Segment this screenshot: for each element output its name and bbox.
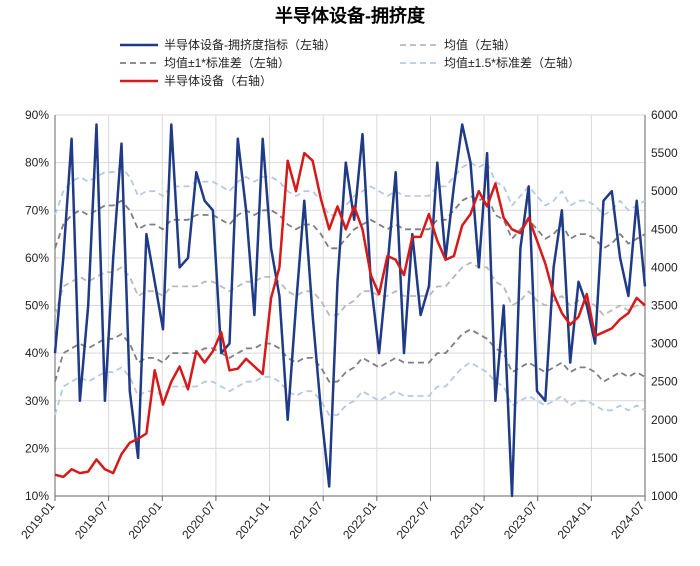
y-left-tick: 40% [25,346,49,360]
x-tick-label: 2019-07 [72,499,111,542]
y-right-tick: 6000 [651,108,678,122]
y-right-tick: 5500 [651,146,678,160]
y-right-tick: 5000 [651,184,678,198]
y-right-tick: 2500 [651,375,678,389]
x-tick-label: 2019-01 [18,499,57,542]
y-right-tick: 3500 [651,299,678,313]
series-crowd [55,125,645,497]
legend-label-mean: 均值（左轴） [444,37,516,52]
legend-label-band15: 均值±1.5*标准差（左轴） [444,55,580,70]
legend-label-price: 半导体设备（右轴） [164,73,272,88]
x-tick-label: 2020-01 [126,499,165,542]
x-tick-label: 2023-07 [501,499,540,542]
x-tick-label: 2023-01 [447,499,486,542]
x-tick-label: 2022-07 [394,499,433,542]
x-tick-label: 2024-01 [555,499,594,542]
y-right-tick: 4500 [651,222,678,236]
chart-title: 半导体设备-拥挤度 [275,5,426,26]
x-tick-label: 2021-07 [286,499,325,542]
y-left-tick: 80% [25,156,49,170]
x-tick-label: 2021-01 [233,499,272,542]
x-tick-label: 2020-07 [179,499,218,542]
y-right-tick: 4000 [651,260,678,274]
legend-label-band1: 均值±1*标准差（左轴） [164,55,290,70]
y-left-tick: 50% [25,299,49,313]
x-tick-label: 2022-01 [340,499,379,542]
y-right-tick: 3000 [651,337,678,351]
y-right-tick: 2000 [651,413,678,427]
y-right-tick: 1000 [651,489,678,503]
y-left-tick: 60% [25,251,49,265]
y-right-tick: 1500 [651,451,678,465]
x-tick-label: 2024-07 [608,499,647,542]
y-left-tick: 70% [25,203,49,217]
y-left-tick: 90% [25,108,49,122]
y-left-tick: 30% [25,394,49,408]
legend-label-crowd: 半导体设备-拥挤度指标（左轴） [164,37,336,52]
y-left-tick: 20% [25,441,49,455]
line-chart: 半导体设备-拥挤度半导体设备-拥挤度指标（左轴） 均值（左轴） 均值±1*标准差（左… [0,0,700,566]
